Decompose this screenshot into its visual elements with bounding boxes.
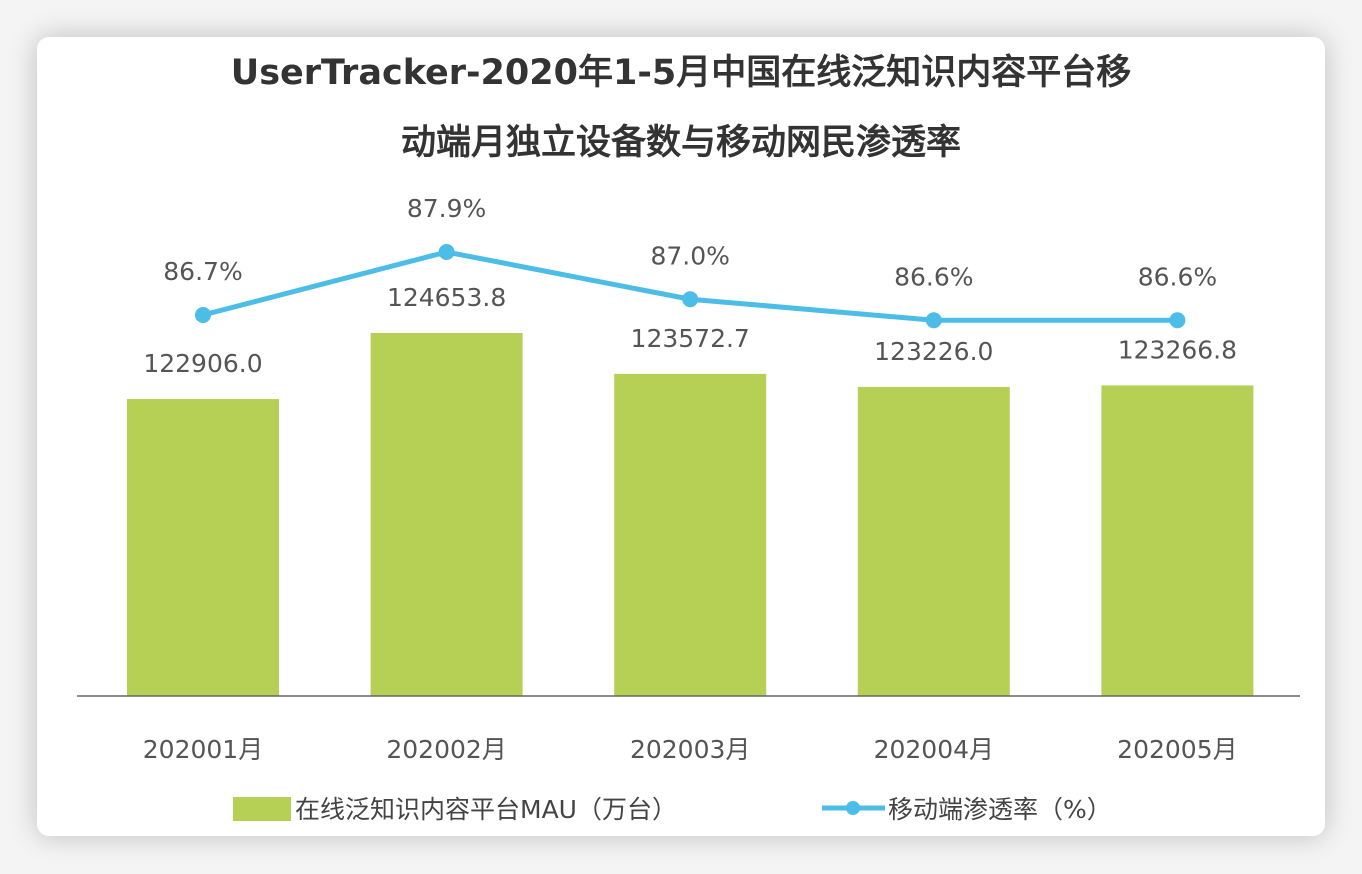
line-data-label: 86.7% (163, 257, 242, 286)
legend: 在线泛知识内容平台MAU（万台） 移动端渗透率（%） (233, 795, 1112, 824)
chart-title-line-2: 动端月独立设备数与移动网民渗透率 (401, 123, 961, 163)
x-tick-label: 202003月 (630, 735, 750, 764)
line-data-label: 86.6% (894, 262, 973, 291)
bar-data-label: 122906.0 (143, 349, 262, 378)
line-point (925, 312, 942, 329)
line-point (1169, 312, 1186, 329)
bar-data-label: 123226.0 (874, 337, 993, 366)
bar (127, 399, 279, 696)
x-tick-label: 202001月 (143, 735, 263, 764)
chart-title-line-1: UserTracker-2020年1-5月中国在线泛知识内容平台移 (231, 53, 1131, 93)
line-data-label: 87.9% (407, 194, 486, 223)
bar (370, 332, 523, 696)
x-tick-label: 202002月 (386, 735, 506, 764)
line-point (682, 291, 699, 308)
legend-bar-label: 在线泛知识内容平台MAU（万台） (295, 795, 677, 824)
line-data-label: 87.0% (650, 241, 729, 270)
bar (1101, 385, 1254, 696)
bar (857, 386, 1010, 696)
legend-line-label: 移动端渗透率（%） (888, 795, 1112, 824)
legend-line-marker (846, 801, 860, 815)
line-point (438, 244, 455, 260)
x-tick-label: 202005月 (1117, 735, 1237, 764)
line-point (195, 307, 211, 323)
x-tick-label: 202004月 (874, 735, 994, 764)
legend-bar-swatch (233, 797, 291, 821)
bar-data-label: 123572.7 (631, 324, 750, 353)
bar-data-label: 124653.8 (387, 283, 506, 312)
line-data-label: 86.6% (1138, 262, 1217, 291)
bar (614, 373, 767, 696)
bar-data-label: 123266.8 (1118, 335, 1237, 364)
